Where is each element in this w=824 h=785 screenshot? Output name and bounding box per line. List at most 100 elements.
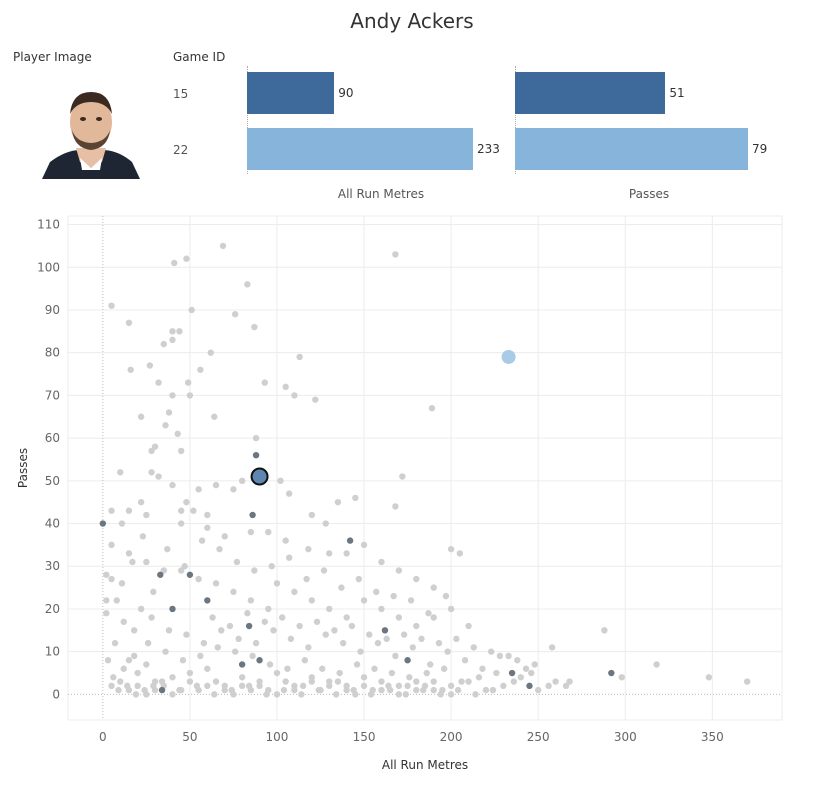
background-point (186, 669, 194, 677)
background-point (148, 447, 155, 455)
background-point (453, 635, 460, 643)
player-other-points (99, 451, 615, 694)
background-point (442, 592, 450, 600)
background-point (510, 678, 518, 685)
background-point (352, 494, 359, 502)
y-tick-label: 20 (45, 602, 60, 616)
background-point (465, 622, 472, 630)
player-point (252, 451, 260, 459)
background-point (282, 383, 289, 391)
player-point (157, 571, 164, 578)
background-point (103, 597, 110, 604)
background-point (155, 379, 162, 386)
background-point (183, 255, 190, 262)
run-metres-bar-game-15 (247, 72, 335, 114)
background-point (282, 678, 289, 685)
y-tick-label: 60 (45, 431, 60, 445)
background-point (148, 614, 155, 621)
background-point (244, 281, 251, 288)
background-point (273, 669, 281, 677)
background-point (200, 639, 208, 647)
background-point (299, 682, 307, 690)
background-point (132, 691, 140, 698)
player-point (249, 511, 256, 519)
run-metres-bar-game-22 (247, 128, 473, 170)
background-point (489, 686, 497, 694)
background-point (144, 639, 152, 647)
background-point (418, 635, 425, 643)
x-axis-label: All Run Metres (382, 758, 468, 772)
background-point (339, 639, 347, 647)
passes-value-game-22: 79 (752, 142, 768, 156)
background-point (218, 627, 225, 634)
highlight-point-game-15 (250, 467, 269, 486)
player-point (508, 669, 516, 677)
background-point (493, 669, 500, 677)
background-point (108, 507, 115, 514)
background-point (430, 686, 437, 694)
background-point (125, 657, 133, 664)
background-point (413, 678, 420, 685)
background-point (291, 392, 298, 399)
chart-grid (67, 215, 783, 721)
background-point (238, 477, 246, 485)
run-metres-bar-axis (247, 66, 248, 174)
background-point (352, 691, 359, 698)
background-point (360, 682, 368, 690)
background-point (444, 648, 451, 655)
background-point (326, 550, 333, 557)
background-point (150, 588, 157, 596)
y-tick-label: 0 (52, 687, 60, 701)
background-point (103, 610, 110, 617)
player-point (608, 669, 615, 677)
background-point (273, 580, 281, 587)
background-point (273, 691, 281, 698)
background-point (461, 657, 469, 664)
y-tick-label: 80 (45, 346, 60, 360)
passes-bar-game-15 (515, 72, 666, 114)
background-point (343, 614, 350, 621)
background-point (219, 242, 227, 250)
background-point (195, 686, 202, 694)
background-points (103, 242, 751, 698)
passes-bar-game-22 (515, 128, 748, 170)
background-point (298, 691, 305, 698)
background-point (188, 306, 195, 314)
scatter-chart: 0 10 20 30 40 50 60 70 80 90 100 110 0 50 100 150 200 25… (16, 215, 783, 772)
background-point (256, 682, 263, 690)
background-point (366, 631, 373, 638)
background-point (169, 691, 176, 698)
player-point (238, 661, 246, 668)
game-id-header: Game ID (173, 50, 226, 64)
background-point (312, 396, 319, 403)
background-point (360, 597, 368, 604)
background-point (165, 409, 173, 416)
background-point (212, 481, 220, 489)
background-point (303, 575, 310, 583)
y-tick-label: 50 (45, 474, 60, 488)
background-point (326, 682, 333, 690)
y-axis-label: Passes (16, 448, 30, 488)
background-point (409, 644, 417, 651)
background-point (244, 610, 251, 617)
background-point (285, 554, 293, 561)
background-point (319, 665, 326, 672)
player-avatar (42, 92, 140, 179)
background-point (496, 652, 504, 660)
background-point (406, 674, 413, 681)
background-point (360, 541, 368, 549)
background-point (430, 678, 437, 685)
background-point (373, 588, 380, 596)
background-point (212, 678, 220, 685)
background-point (395, 614, 403, 621)
background-point (134, 682, 141, 690)
background-point (514, 657, 521, 664)
background-point (280, 686, 288, 694)
background-point (177, 520, 185, 527)
background-point (204, 524, 211, 531)
background-point (265, 686, 272, 694)
page-title: Andy Ackers (350, 9, 474, 33)
y-tick-label: 10 (45, 645, 60, 659)
y-axis-ticks: 0 10 20 30 40 50 60 70 80 90 100 110 (37, 218, 60, 702)
background-point (143, 661, 150, 668)
